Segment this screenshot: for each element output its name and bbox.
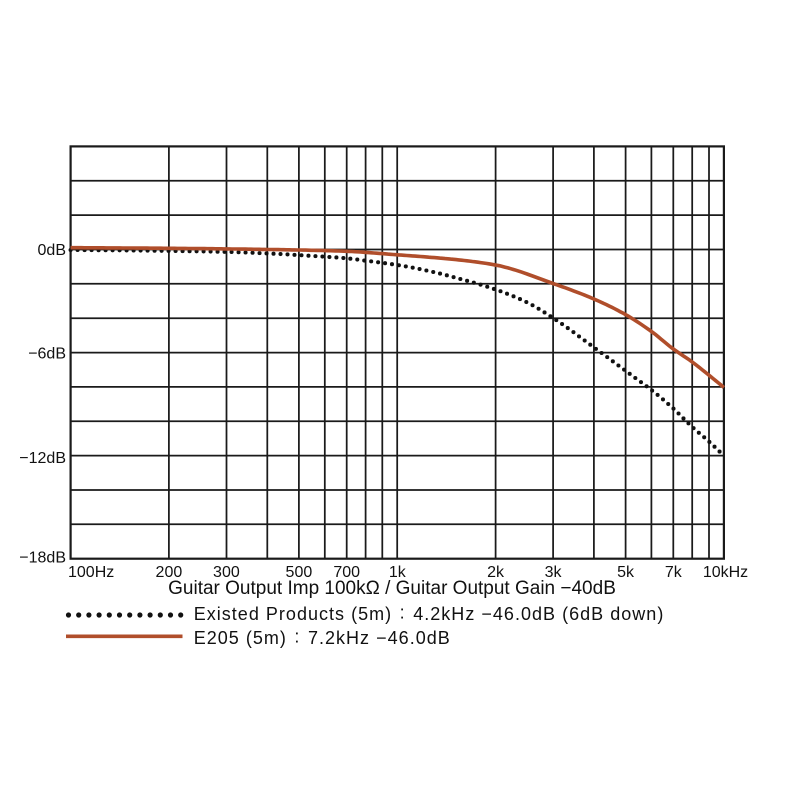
- svg-text:100Hz: 100Hz: [68, 564, 114, 581]
- svg-text:5k: 5k: [617, 564, 635, 581]
- svg-text:3k: 3k: [545, 564, 563, 581]
- svg-text:200: 200: [156, 564, 183, 581]
- svg-text:Existed Products (5m):4.2kHz −: Existed Products (5m):4.2kHz −46.0dB (6d…: [194, 603, 665, 625]
- svg-text:10kHz: 10kHz: [703, 564, 748, 581]
- svg-text:2k: 2k: [487, 564, 505, 581]
- svg-text:500: 500: [286, 564, 313, 581]
- svg-text:1k: 1k: [389, 564, 407, 581]
- svg-text:−6dB: −6dB: [28, 345, 66, 362]
- svg-text:300: 300: [213, 564, 240, 581]
- svg-text:7k: 7k: [665, 564, 683, 581]
- svg-text:−18dB: −18dB: [19, 549, 66, 566]
- svg-text:Guitar Output Imp 100kΩ / Guit: Guitar Output Imp 100kΩ / Guitar Output …: [168, 578, 616, 599]
- svg-text:700: 700: [333, 564, 360, 581]
- svg-text:E205 (5m):7.2kHz −46.0dB: E205 (5m):7.2kHz −46.0dB: [194, 626, 451, 648]
- svg-text:−12dB: −12dB: [19, 450, 66, 467]
- svg-text:0dB: 0dB: [38, 242, 66, 259]
